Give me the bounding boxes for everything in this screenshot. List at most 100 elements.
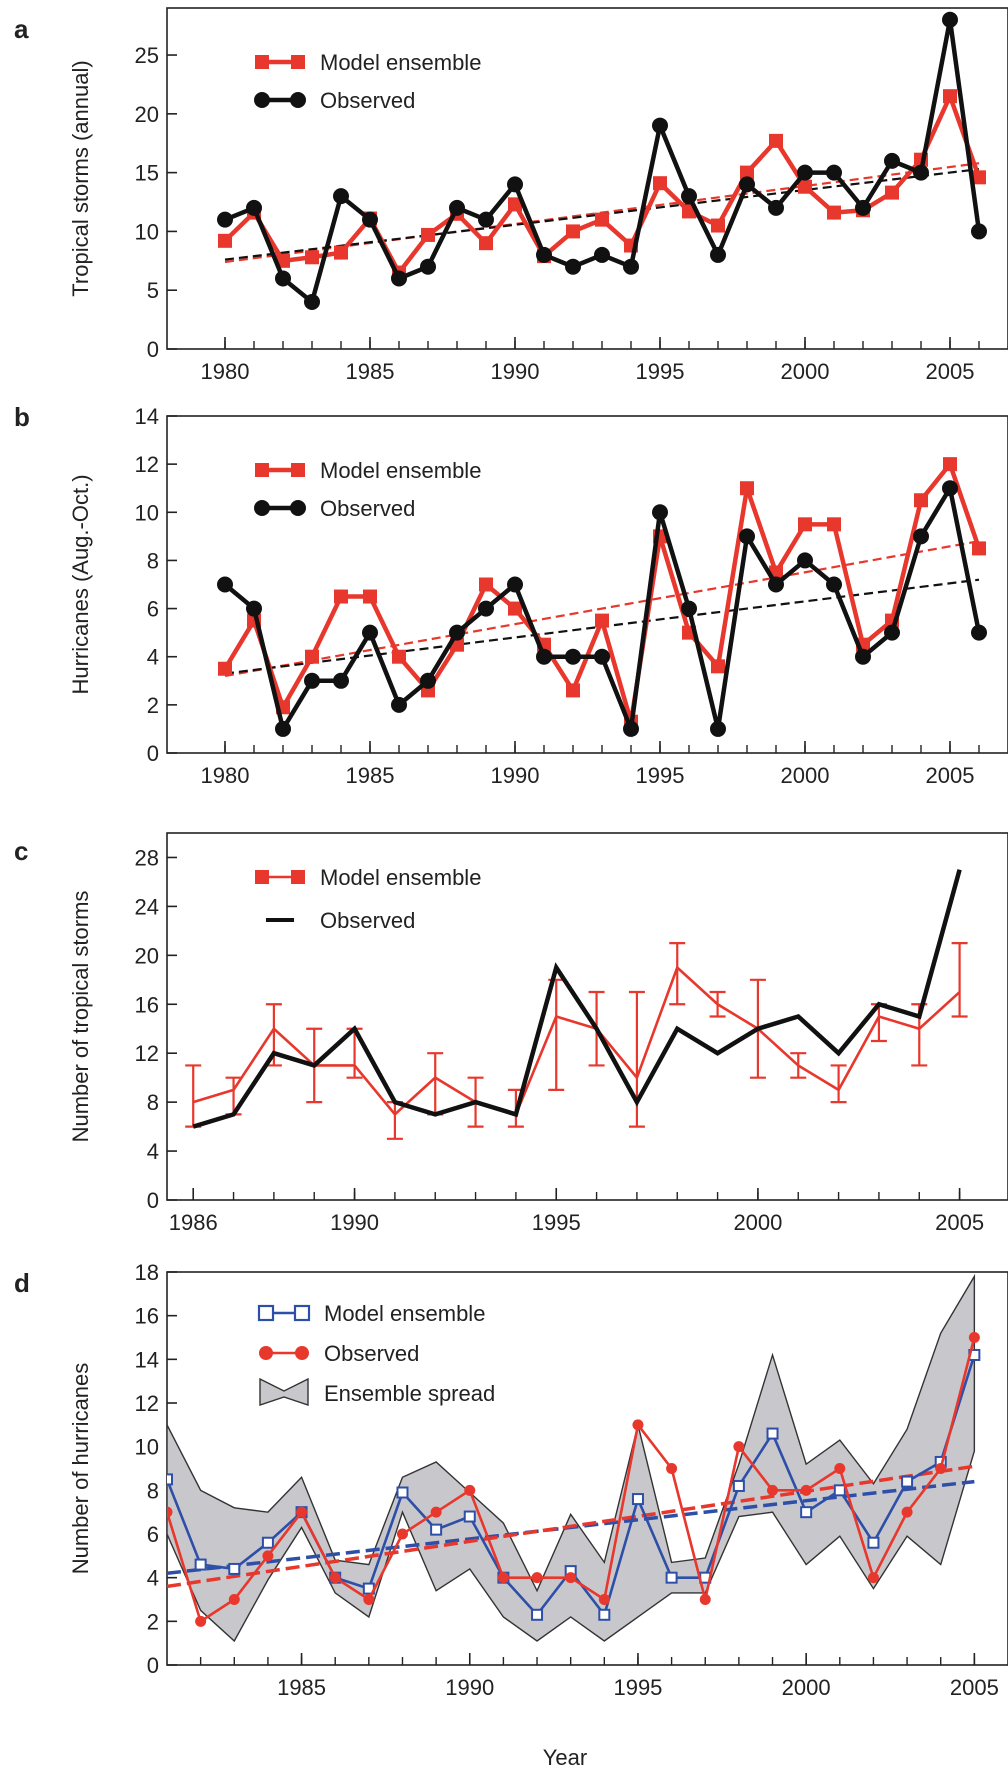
data-point-circle bbox=[594, 648, 610, 665]
ensemble-spread-band bbox=[167, 1273, 976, 1643]
data-point-circle bbox=[228, 1594, 240, 1605]
data-point-square bbox=[363, 589, 377, 604]
y-tick-label-b: 6 bbox=[147, 597, 159, 622]
y-tick-label-b: 12 bbox=[135, 452, 159, 477]
data-layer-a bbox=[217, 11, 987, 310]
data-point-square bbox=[827, 205, 841, 220]
data-point-open-square bbox=[228, 1562, 241, 1575]
data-point-circle bbox=[296, 1506, 308, 1518]
y-tick-label-d: 8 bbox=[147, 1478, 159, 1503]
data-point-circle bbox=[913, 528, 929, 545]
y-tick-label-b: 10 bbox=[135, 500, 159, 525]
data-point-open-square bbox=[833, 1484, 846, 1497]
data-point-circle bbox=[420, 672, 436, 689]
data-point-open-square bbox=[430, 1523, 443, 1536]
legend-label-a: Model ensemble bbox=[320, 50, 481, 75]
data-point-square bbox=[479, 236, 493, 251]
panel-a-chart: 1980 1985 1990 1995 2000 2005 0 5 10 15 20 25 Tropic… bbox=[68, 7, 1008, 384]
data-point-circle bbox=[507, 176, 523, 193]
data-point-square bbox=[943, 457, 957, 472]
y-axis-label-c: Number of tropical storms bbox=[68, 891, 93, 1143]
x-tick-label-d: 1985 bbox=[277, 1675, 326, 1700]
data-point-circle bbox=[826, 164, 842, 181]
data-point-square bbox=[421, 227, 435, 242]
plot-frame-b bbox=[166, 415, 1008, 754]
panel-d-chart: 1985 1990 1995 2000 2005 0 2 4 6 8 10 12 14 16 18 Numbe… bbox=[68, 1260, 1008, 1700]
x-tick-label-c: 2005 bbox=[935, 1210, 984, 1235]
panel-c-chart: 1986 1990 1995 2000 2005 0 4 8 12 16 20 24 28 Number … bbox=[68, 832, 1008, 1235]
data-point-square bbox=[392, 649, 406, 664]
legend-label-b: Observed bbox=[320, 496, 415, 521]
data-point-open-square bbox=[194, 1558, 207, 1571]
data-point-circle bbox=[275, 270, 291, 287]
data-point-circle bbox=[363, 1594, 375, 1605]
data-point-open-square bbox=[665, 1571, 678, 1584]
x-tick-label-b: 2005 bbox=[926, 763, 975, 788]
data-point-circle bbox=[391, 270, 407, 287]
y-tick-label-b: 8 bbox=[147, 548, 159, 573]
data-point-circle bbox=[531, 1572, 543, 1584]
panel-letter-a: a bbox=[14, 14, 29, 44]
data-point-circle bbox=[217, 576, 233, 593]
panel-letter-d: d bbox=[14, 1268, 30, 1298]
data-point-circle bbox=[623, 258, 639, 275]
y-tick-label-d: 16 bbox=[135, 1304, 159, 1329]
data-point-circle bbox=[867, 1572, 879, 1584]
data-point-circle bbox=[710, 720, 726, 737]
y-tick-label-a: 25 bbox=[135, 43, 159, 68]
data-point-circle bbox=[478, 600, 494, 617]
data-point-square bbox=[972, 170, 986, 185]
data-point-circle bbox=[478, 211, 494, 228]
legend-swatch-marker bbox=[254, 500, 270, 516]
x-tick-label-d: 1990 bbox=[445, 1675, 494, 1700]
data-point-circle bbox=[901, 1506, 913, 1518]
legend-swatch-marker bbox=[255, 463, 269, 477]
series-line-c bbox=[192, 869, 962, 1129]
y-tick-label-d: 10 bbox=[135, 1435, 159, 1460]
legend-a: Model ensemble Observed bbox=[254, 50, 481, 113]
y-tick-label-d: 4 bbox=[147, 1566, 159, 1591]
data-point-circle bbox=[362, 211, 378, 228]
data-point-square bbox=[305, 649, 319, 664]
data-point-circle bbox=[710, 246, 726, 263]
data-point-circle bbox=[304, 293, 320, 310]
x-tick-label-a: 1985 bbox=[346, 359, 395, 384]
data-point-circle bbox=[565, 1572, 577, 1584]
data-layer-d bbox=[167, 1273, 981, 1643]
legend-swatch-marker bbox=[291, 463, 305, 477]
x-tick-label-c: 2000 bbox=[733, 1210, 782, 1235]
data-layer-c bbox=[185, 869, 968, 1140]
x-tick-label-b: 1995 bbox=[636, 763, 685, 788]
y-tick-label-b: 2 bbox=[147, 693, 159, 718]
y-tick-label-c: 0 bbox=[147, 1188, 159, 1213]
trend-line-b bbox=[224, 540, 980, 678]
data-point-circle bbox=[968, 1332, 980, 1343]
data-point-circle bbox=[855, 648, 871, 665]
x-tick-label-b: 1980 bbox=[201, 763, 250, 788]
data-point-open-square bbox=[463, 1510, 476, 1523]
data-point-open-square bbox=[766, 1427, 779, 1440]
legend-swatch-marker bbox=[254, 92, 270, 108]
data-point-circle bbox=[333, 672, 349, 689]
x-tick-label-d: 1995 bbox=[613, 1675, 662, 1700]
x-tick-label-a: 2005 bbox=[926, 359, 975, 384]
y-tick-label-c: 4 bbox=[147, 1139, 159, 1164]
data-point-circle bbox=[913, 164, 929, 181]
data-point-square bbox=[508, 601, 522, 616]
data-point-square bbox=[769, 133, 783, 148]
data-point-circle bbox=[666, 1463, 678, 1474]
data-point-circle bbox=[826, 576, 842, 593]
data-point-circle bbox=[767, 1484, 779, 1496]
legend-swatch-marker bbox=[255, 55, 269, 69]
data-point-circle bbox=[971, 223, 987, 240]
data-point-open-square bbox=[867, 1536, 880, 1549]
data-point-circle bbox=[768, 199, 784, 216]
legend-swatch-marker bbox=[257, 1304, 275, 1322]
data-point-square bbox=[798, 179, 812, 194]
x-tick-label-c: 1995 bbox=[532, 1210, 581, 1235]
y-tick-label-c: 8 bbox=[147, 1090, 159, 1115]
data-point-circle bbox=[167, 1506, 173, 1518]
data-point-circle bbox=[246, 600, 262, 617]
data-point-circle bbox=[449, 624, 465, 641]
